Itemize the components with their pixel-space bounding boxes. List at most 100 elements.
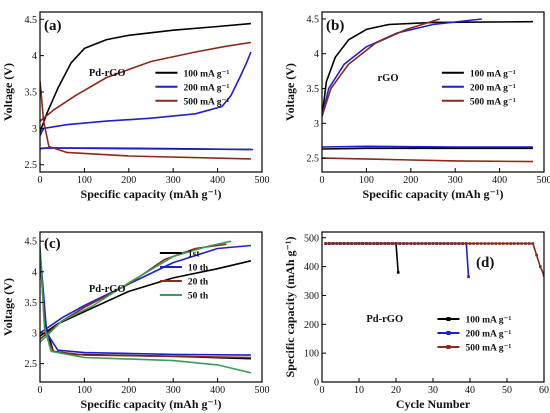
y-tick-label: 200 bbox=[304, 320, 319, 331]
x-tick-label: 20 bbox=[391, 385, 401, 396]
chart-panel: 0 100 200 300 400 500 2.5 3 3.5 4 4.5 Specific capa… bbox=[1, 11, 270, 201]
y-axis-title: Voltage (V) bbox=[1, 278, 15, 336]
y-tick-label: 2.5 bbox=[307, 154, 320, 165]
data-point bbox=[376, 242, 379, 245]
data-point bbox=[542, 273, 544, 277]
x-tick-label: 500 bbox=[537, 175, 550, 186]
chart-panel: 0 10 20 30 40 50 60 0 100 200 300 400 500 Cycle Numbe… bbox=[283, 231, 549, 411]
x-axis-title: Cycle Number bbox=[396, 397, 471, 411]
data-point bbox=[509, 242, 512, 245]
x-tick-label: 30 bbox=[428, 385, 438, 396]
y-tick-label: 4.5 bbox=[25, 237, 38, 248]
data-point bbox=[502, 242, 505, 245]
data-point bbox=[516, 242, 520, 245]
data-point bbox=[365, 242, 368, 245]
x-tick-label: 50 bbox=[502, 385, 512, 396]
data-point bbox=[520, 242, 524, 245]
x-tick-label: 500 bbox=[255, 175, 270, 186]
data-point bbox=[416, 242, 420, 245]
data-point bbox=[346, 242, 350, 245]
x-tick-label: 0 bbox=[38, 175, 43, 186]
legend-label: 200 mA g⁻¹ bbox=[183, 83, 229, 93]
data-point bbox=[442, 242, 446, 245]
series-group bbox=[40, 22, 254, 160]
y-tick-label: 400 bbox=[304, 262, 319, 273]
data-point bbox=[405, 242, 409, 245]
plot-frame bbox=[321, 231, 545, 383]
data-point bbox=[379, 242, 383, 245]
data-point bbox=[490, 242, 494, 245]
inner-label: Pd-rGO bbox=[366, 314, 403, 325]
legend-marker bbox=[446, 345, 451, 349]
data-point bbox=[428, 242, 431, 245]
y-tick-label: 500 bbox=[304, 233, 319, 244]
y-axis-title: Voltage (V) bbox=[283, 63, 297, 121]
data-point bbox=[483, 242, 487, 245]
series-group bbox=[324, 242, 544, 279]
data-point bbox=[467, 275, 470, 279]
chart-panel: 0 100 200 300 400 500 2.5 3 3.5 4 4.5 Specific capa… bbox=[283, 11, 550, 201]
legend: 100 mA g⁻¹ 200 mA g⁻¹ 500 mA g⁻¹ bbox=[155, 69, 229, 107]
x-tick-label: 60 bbox=[539, 385, 549, 396]
data-point bbox=[453, 242, 457, 245]
y-tick-label: 3 bbox=[32, 124, 37, 135]
data-point bbox=[468, 242, 472, 245]
y-tick-label: 3.5 bbox=[25, 88, 38, 99]
x-tick-label: 400 bbox=[210, 175, 225, 186]
y-tick-label: 100 bbox=[304, 349, 319, 360]
x-tick-label: 200 bbox=[121, 175, 136, 186]
data-point bbox=[476, 242, 479, 245]
panel-tag: (d) bbox=[476, 255, 494, 271]
data-point bbox=[361, 242, 364, 245]
x-tick-label: 100 bbox=[359, 175, 374, 186]
data-point bbox=[431, 242, 435, 245]
chart-panel: 0 100 200 300 400 500 2.5 3 3.5 4 4.5 Specific capa… bbox=[1, 231, 270, 411]
data-point bbox=[394, 242, 398, 245]
y-tick-label: 300 bbox=[304, 291, 319, 302]
data-point bbox=[527, 242, 531, 245]
inner-label: Pd-rGO bbox=[89, 68, 126, 79]
legend: 100 mA g⁻¹ 200 mA g⁻¹ 500 mA g⁻¹ bbox=[441, 69, 516, 107]
x-tick-label: 300 bbox=[448, 175, 463, 186]
series-line bbox=[40, 51, 252, 136]
series-line bbox=[322, 147, 533, 150]
x-tick-label: 100 bbox=[77, 385, 92, 396]
legend-label: 100 mA g⁻¹ bbox=[183, 69, 229, 79]
series-line bbox=[322, 18, 482, 117]
x-tick-label: 500 bbox=[255, 385, 270, 396]
panel-tag: (a) bbox=[44, 18, 62, 34]
legend-label: 100 mA g⁻¹ bbox=[470, 69, 516, 79]
x-tick-label: 300 bbox=[166, 175, 181, 186]
x-axis-title: Specific capacity (mAh g⁻¹) bbox=[81, 397, 222, 411]
data-point bbox=[498, 242, 501, 245]
data-point bbox=[535, 253, 538, 257]
series-line bbox=[40, 240, 232, 343]
y-tick-label: 2.5 bbox=[25, 359, 38, 370]
y-tick-label: 3.5 bbox=[25, 298, 38, 309]
data-point bbox=[420, 242, 424, 245]
data-point bbox=[450, 242, 453, 245]
legend-marker bbox=[446, 317, 451, 321]
x-tick-label: 400 bbox=[492, 175, 507, 186]
plot-frame bbox=[39, 231, 263, 383]
data-point bbox=[391, 242, 394, 245]
y-tick-label: 3 bbox=[314, 119, 319, 130]
series-line bbox=[322, 18, 440, 117]
legend-label: 200 mA g⁻¹ bbox=[465, 330, 511, 340]
panel-tag: (c) bbox=[44, 236, 61, 252]
data-point bbox=[539, 265, 542, 268]
y-tick-label: 2.5 bbox=[25, 160, 38, 171]
x-tick-label: 0 bbox=[320, 385, 325, 396]
series-line bbox=[40, 147, 254, 151]
series-line bbox=[40, 22, 251, 133]
y-tick-label: 4 bbox=[32, 51, 37, 62]
x-axis-title: Specific capacity (mAh g⁻¹) bbox=[363, 187, 504, 201]
plot-frame bbox=[321, 11, 545, 173]
x-axis-title: Specific capacity (mAh g⁻¹) bbox=[81, 187, 222, 201]
series-line bbox=[40, 41, 252, 122]
data-point bbox=[335, 242, 339, 245]
data-point bbox=[324, 242, 327, 245]
data-point bbox=[472, 242, 475, 245]
x-tick-label: 100 bbox=[77, 175, 92, 186]
